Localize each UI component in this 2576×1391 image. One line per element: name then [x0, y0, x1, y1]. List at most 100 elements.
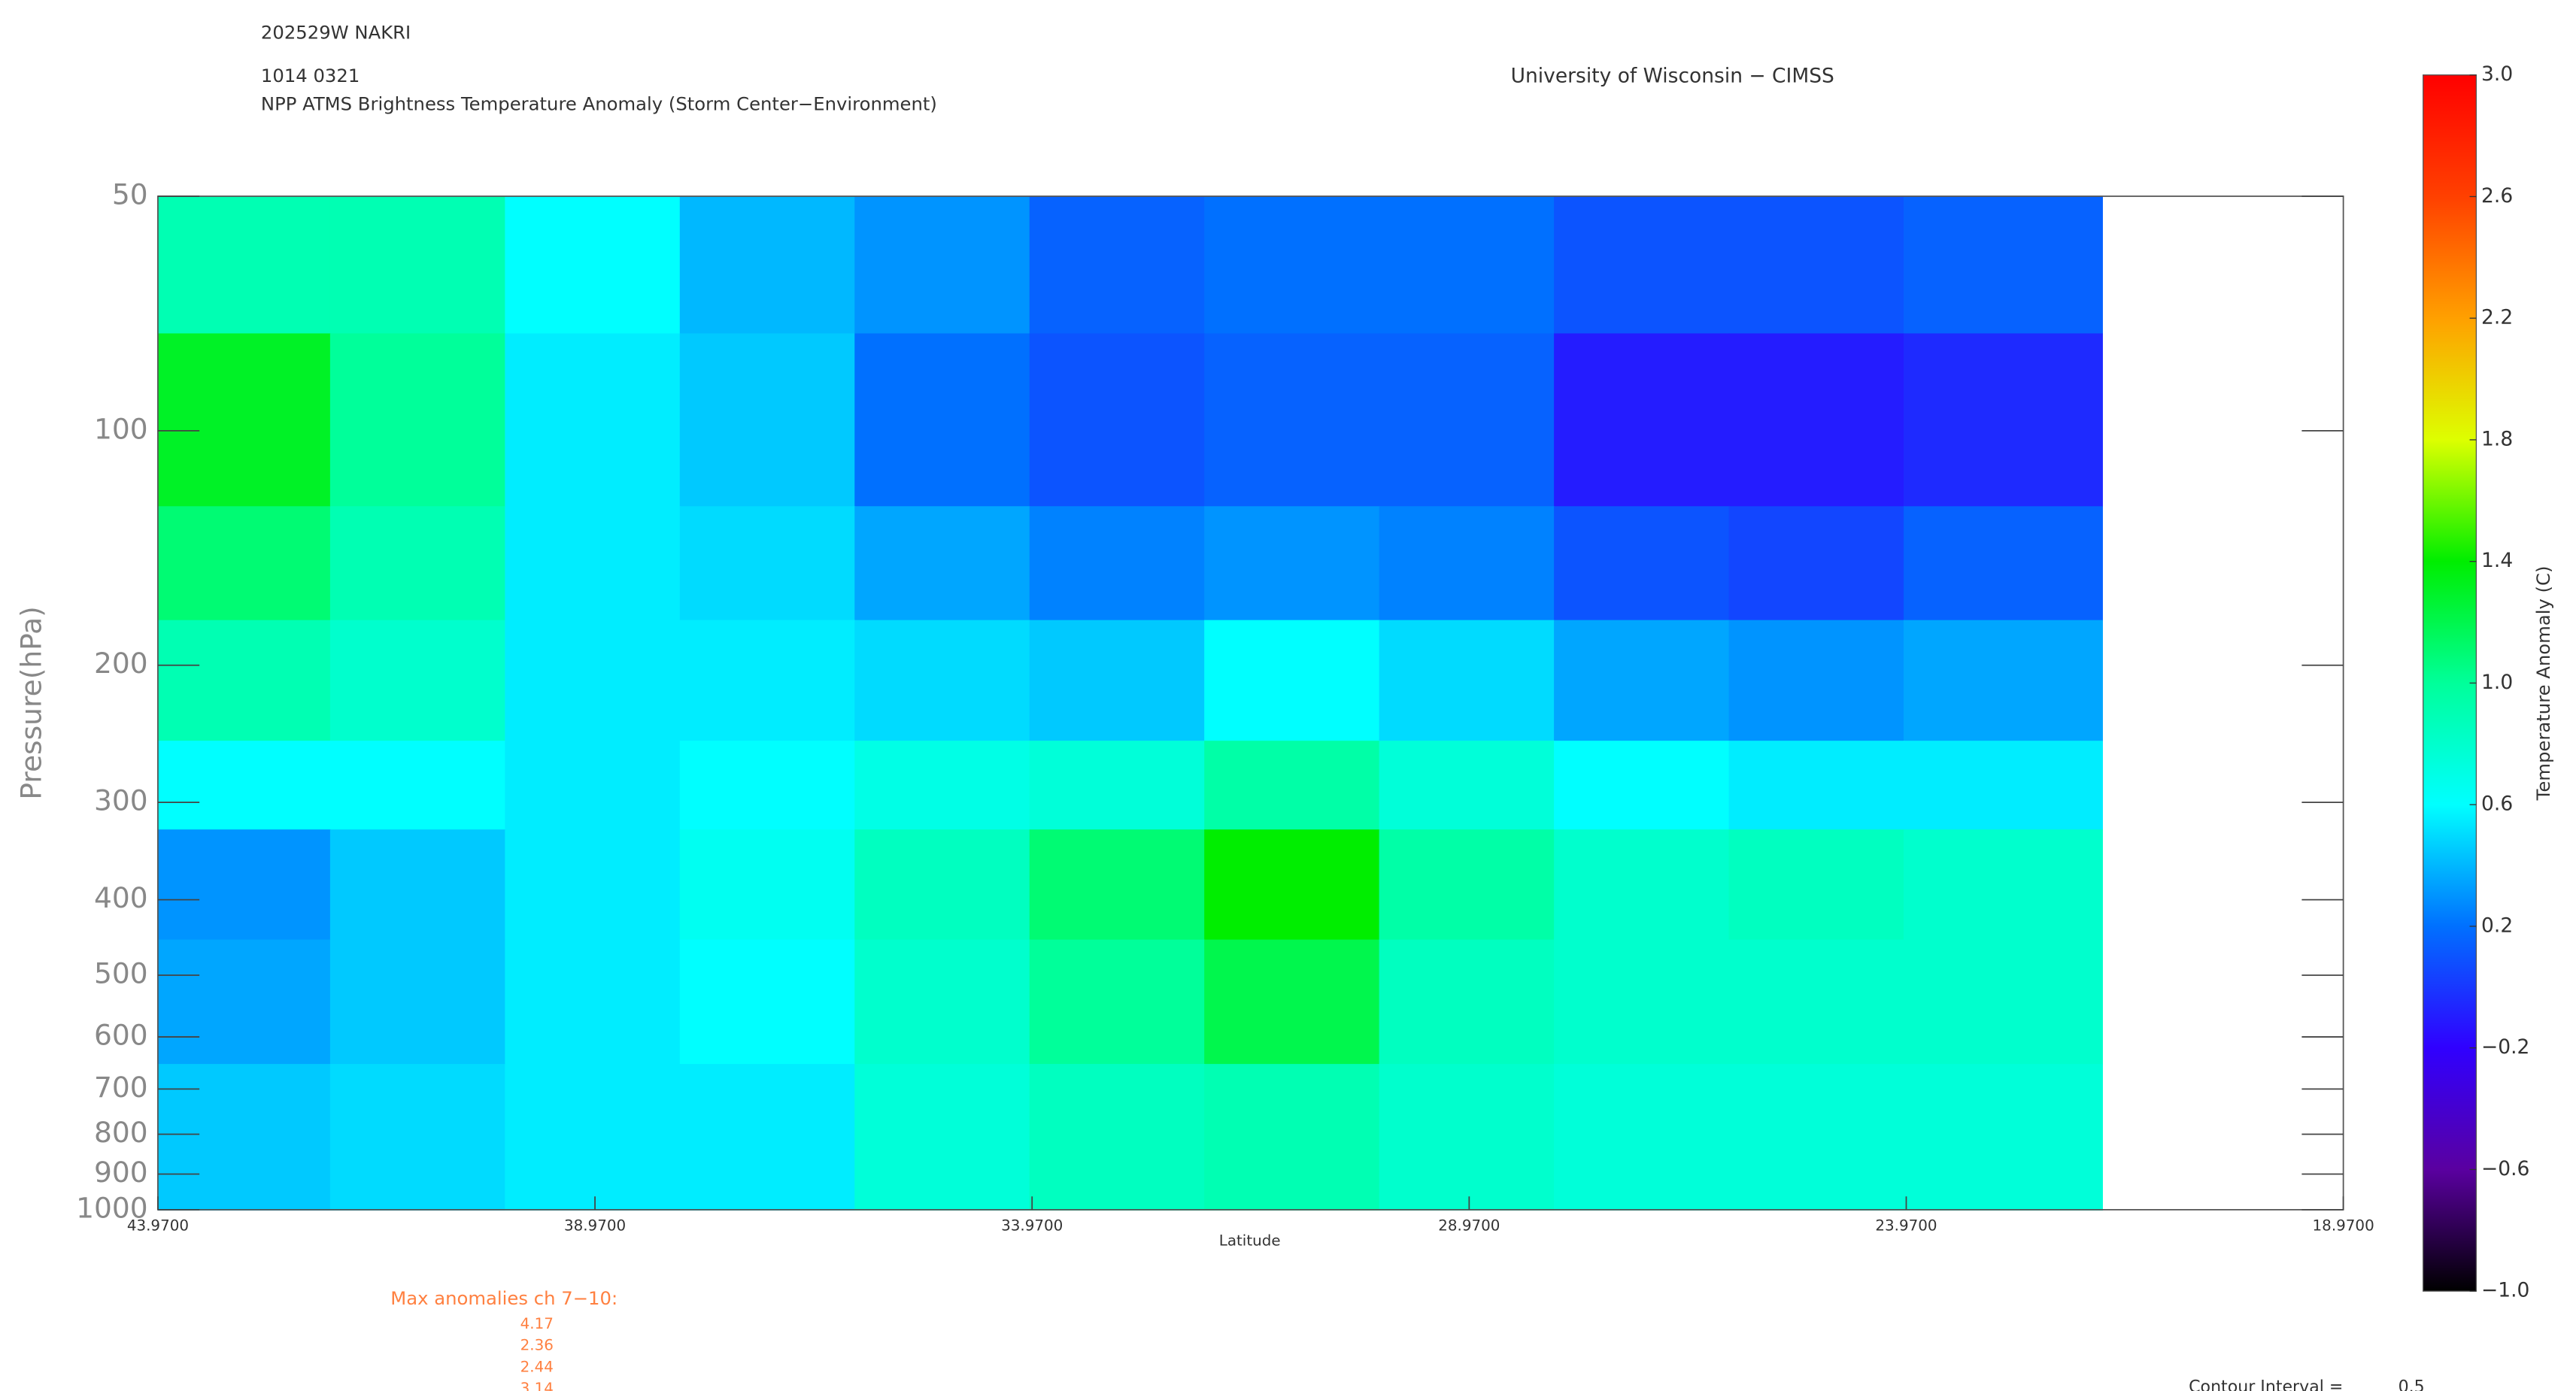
- contour-cell: [1554, 506, 1730, 621]
- contour-cell: [1728, 829, 1905, 941]
- contour-cell: [1029, 333, 1206, 508]
- colorbar-tick-label: −0.6: [2481, 1157, 2529, 1180]
- contour-cell: [1904, 506, 2103, 621]
- contour-cell: [157, 741, 331, 831]
- contour-cell: [1728, 1064, 1905, 1211]
- contour-cell: [1029, 506, 1206, 621]
- contour-cell: [854, 829, 1030, 941]
- colorbar-label: Temperature Anomaly (C): [2532, 565, 2554, 801]
- contour-cell: [1904, 620, 2103, 742]
- y-tick-label: 200: [94, 647, 148, 680]
- y-tick-label: 800: [94, 1116, 148, 1149]
- contour-cell: [505, 829, 681, 941]
- contour-cell: [505, 195, 681, 335]
- colorbar-tick-label: 1.4: [2481, 549, 2513, 572]
- y-tick-label: 400: [94, 881, 148, 914]
- contour-cell: [1204, 829, 1380, 941]
- y-tick-label: 600: [94, 1019, 148, 1052]
- contour-cell: [1029, 620, 1206, 742]
- y-tick-label: 100: [94, 412, 148, 445]
- colorbar-tick-label: −0.2: [2481, 1035, 2529, 1059]
- contour-cell: [854, 1064, 1030, 1211]
- contour-cell: [1204, 506, 1380, 621]
- storm-id: 202529W NAKRI: [261, 21, 411, 43]
- contour-cell: [1379, 1064, 1555, 1211]
- contour-cell: [1554, 829, 1730, 941]
- contour-cell: [1728, 333, 1905, 508]
- contour-cell: [505, 620, 681, 742]
- colorbar-tick-label: 1.8: [2481, 427, 2513, 450]
- y-tick-label: 300: [94, 784, 148, 817]
- contour-cell: [1204, 1064, 1380, 1211]
- contour-cell: [1728, 195, 1905, 335]
- contour-cell: [1554, 939, 1730, 1065]
- contour-cell: [329, 939, 506, 1065]
- max-anomaly: 2.44: [520, 1358, 554, 1375]
- contour-cell: [1379, 333, 1555, 508]
- contour-cell: [1029, 1064, 1206, 1211]
- contour-cell: [505, 939, 681, 1065]
- contour-cell: [854, 741, 1030, 831]
- contour-cell: [1554, 195, 1730, 335]
- credit: University of Wisconsin − CIMSS: [1511, 64, 1834, 87]
- contour-cell: [505, 741, 681, 831]
- x-axis-label: Latitude: [1219, 1232, 1281, 1249]
- contour-cell: [1204, 620, 1380, 742]
- time: 1014 0321: [261, 65, 360, 86]
- contour-cell: [1029, 939, 1206, 1065]
- contour-cell: [329, 1064, 506, 1211]
- x-tick-label: 43.9700: [127, 1217, 189, 1234]
- contour-cell: [679, 829, 856, 941]
- contour-cell: [157, 506, 331, 621]
- contour-cell: [1379, 506, 1555, 621]
- colorbar: [2423, 74, 2477, 1292]
- chart-title: NPP ATMS Brightness Temperature Anomaly …: [261, 92, 937, 114]
- colorbar-tick-label: 0.2: [2481, 914, 2513, 937]
- contour-cell: [1904, 1064, 2103, 1211]
- contour-cell: [1904, 939, 2103, 1065]
- contour-cell: [1029, 829, 1206, 941]
- contour-cell: [1728, 741, 1905, 831]
- y-tick-label: 1000: [76, 1191, 148, 1224]
- contour-cell: [1204, 195, 1380, 335]
- contour-cell: [505, 1064, 681, 1211]
- contour-cell: [157, 939, 331, 1065]
- contour-cell: [157, 620, 331, 742]
- contour-cell: [1904, 741, 2103, 831]
- contour-interval-label: Contour Interval =: [2189, 1377, 2343, 1391]
- y-tick-label: 900: [94, 1156, 148, 1189]
- contour-cell: [157, 829, 331, 941]
- max-anomalies-label: Max anomalies ch 7−10:: [390, 1287, 617, 1309]
- contour-cell: [329, 829, 506, 941]
- contour-cell: [1728, 939, 1905, 1065]
- contour-cell: [1379, 741, 1555, 831]
- contour-cell: [1204, 333, 1380, 508]
- contour-cell: [679, 620, 856, 742]
- contour-cell: [1029, 741, 1206, 831]
- contour-cell: [157, 195, 331, 335]
- contour-cell: [679, 1064, 856, 1211]
- contour-cell: [1554, 1064, 1730, 1211]
- contour-cell: [679, 333, 856, 508]
- colorbar-tick-label: 2.6: [2481, 184, 2513, 208]
- x-tick-label: 23.9700: [1875, 1217, 1937, 1234]
- max-anomaly: 3.14: [520, 1380, 554, 1391]
- contour-cell: [1379, 939, 1555, 1065]
- contour-cell: [1728, 620, 1905, 742]
- contour-cell: [157, 1064, 331, 1211]
- colorbar-tick-label: 1.0: [2481, 671, 2513, 694]
- contour-cell: [1554, 620, 1730, 742]
- contour-cell: [1379, 195, 1555, 335]
- contour-cell: [329, 333, 506, 508]
- contour-cell: [1904, 195, 2103, 335]
- x-tick-label: 38.9700: [564, 1217, 626, 1234]
- contour-cell: [329, 195, 506, 335]
- x-tick-label: 28.9700: [1438, 1217, 1500, 1234]
- contour-cell: [1204, 939, 1380, 1065]
- y-tick-label: 700: [94, 1071, 148, 1104]
- colorbar-tick-label: 3.0: [2481, 62, 2513, 86]
- contour-cell: [1554, 741, 1730, 831]
- contour-cell: [1379, 829, 1555, 941]
- contour-interval: 0.5: [2399, 1377, 2425, 1391]
